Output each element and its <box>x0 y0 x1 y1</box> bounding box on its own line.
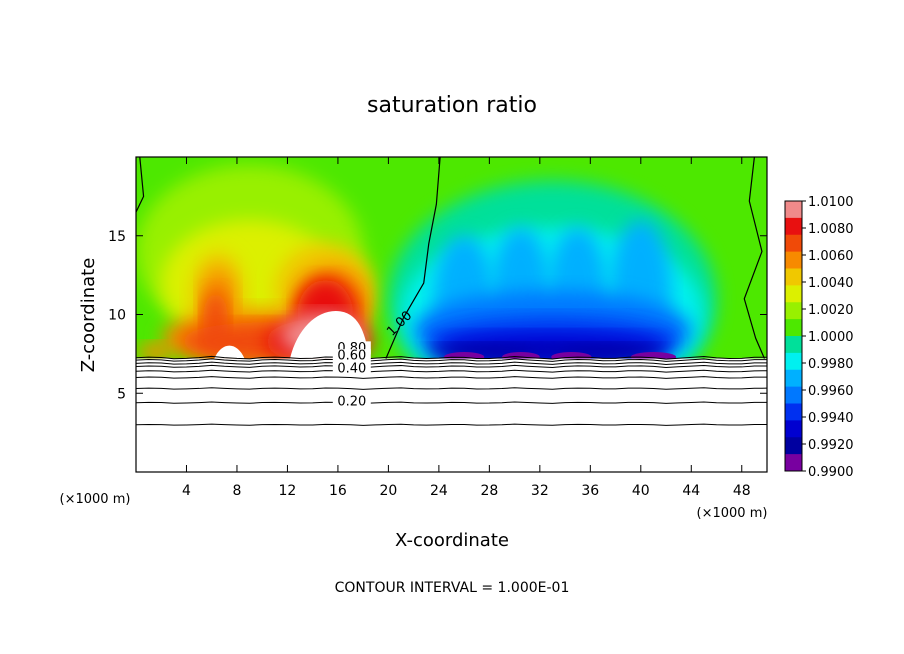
colorbar-swatch <box>785 454 802 472</box>
contour-lines: 1.000.800.600.400.20 <box>136 157 767 426</box>
colorbar-tick-label: 1.0000 <box>808 330 854 345</box>
colorbar-swatch <box>785 336 802 354</box>
colorbar-swatch <box>785 352 802 371</box>
contour-line-0.8 <box>136 358 767 362</box>
contour-saturation-1-right <box>743 157 766 359</box>
colorbar-tick-label: 0.9980 <box>808 357 854 372</box>
x-tick-label: 36 <box>581 483 599 499</box>
colorbar-swatch <box>785 420 802 438</box>
y-axis-ticks: 5 10 15 <box>108 229 767 402</box>
contour-label-0.20: 0.20 <box>332 394 371 409</box>
x-tick-label: 48 <box>733 483 751 499</box>
x-tick-label: 40 <box>632 483 650 499</box>
contour-interval-note: CONTOUR INTERVAL = 1.000E-01 <box>335 580 570 596</box>
colorbar-swatch <box>785 386 802 404</box>
y-tick-label: 15 <box>108 229 126 245</box>
contour-line-0.1 <box>136 423 767 426</box>
contour-label-text: 0.40 <box>337 361 366 376</box>
x-axis-unit: (×1000 m) <box>697 506 768 521</box>
y-tick-label: 10 <box>108 308 126 324</box>
colorbar-tick-label: 0.9900 <box>808 465 854 480</box>
colorbar-tick-label: 0.9940 <box>808 411 854 426</box>
colorbar-swatch <box>785 319 802 337</box>
colorbar-swatch <box>785 285 802 303</box>
x-axis-ticks: 4 8 12 16 20 24 28 32 36 40 44 48 <box>182 157 751 499</box>
x-tick-label: 16 <box>329 483 347 499</box>
colorbar-tick-label: 1.0080 <box>808 222 854 237</box>
y-axis-title: Z-coordinate <box>78 258 99 373</box>
shaded-field <box>136 157 767 472</box>
colorbar-swatch <box>785 234 802 253</box>
colorbar-tick-label: 1.0060 <box>808 249 854 264</box>
contour-label-0.60: 0.60 <box>332 349 371 364</box>
colorbar-swatch <box>785 268 802 286</box>
field-core-white-small <box>214 345 245 359</box>
x-axis-title: X-coordinate <box>395 530 509 551</box>
contour-line-0.4 <box>136 376 767 379</box>
x-tick-label: 8 <box>232 483 241 499</box>
chart-title: saturation ratio <box>367 93 537 118</box>
colorbar-swatch <box>785 201 802 219</box>
contour-line-0.5 <box>136 369 767 373</box>
plot-area: 1.000.800.600.400.20 <box>136 157 767 472</box>
contour-label-bg <box>332 394 371 408</box>
x-tick-label: 32 <box>531 483 549 499</box>
colorbar-swatch <box>785 437 802 455</box>
colorbar-swatch <box>785 217 802 236</box>
contour-label-text: 0.20 <box>337 394 366 409</box>
x-tick-label: 12 <box>279 483 297 499</box>
contour-label-bg <box>332 361 371 375</box>
contour-line-0.2 <box>136 401 767 404</box>
y-axis-unit: (×1000 m) <box>60 492 131 507</box>
x-tick-label: 20 <box>379 483 397 499</box>
y-tick-label: 5 <box>117 386 126 402</box>
x-tick-label: 4 <box>182 483 191 499</box>
contour-line-0.3 <box>136 387 767 390</box>
contour-line-0.9 <box>136 355 767 360</box>
contour-label-0.40: 0.40 <box>332 361 371 376</box>
contour-line-0.6 <box>136 364 767 369</box>
colorbar-tick-label: 0.9920 <box>808 438 854 453</box>
colorbar: 1.0100 1.0080 1.0060 1.0040 1.0020 1.0000 0.99… <box>784 195 854 480</box>
colorbar-swatch <box>785 403 802 421</box>
contour-label-text: 0.60 <box>337 349 366 364</box>
x-tick-label: 28 <box>480 483 498 499</box>
colorbar-tick-label: 1.0100 <box>808 195 854 210</box>
x-tick-label: 24 <box>430 483 448 499</box>
field-unshaded <box>136 358 767 472</box>
colorbar-tick-label: 0.9960 <box>808 384 854 399</box>
contour-saturation-1-left <box>385 157 441 359</box>
contour-label-bg <box>332 349 371 363</box>
colorbar-swatch <box>785 251 802 269</box>
colorbar-tick-label: 1.0040 <box>808 276 854 291</box>
colorbar-swatch <box>785 369 802 388</box>
x-tick-label: 44 <box>682 483 700 499</box>
contour-line-0.7 <box>136 361 767 366</box>
colorbar-swatch <box>785 302 802 320</box>
contour-saturation-1-edge <box>136 157 145 213</box>
colorbar-tick-label: 1.0020 <box>808 303 854 318</box>
